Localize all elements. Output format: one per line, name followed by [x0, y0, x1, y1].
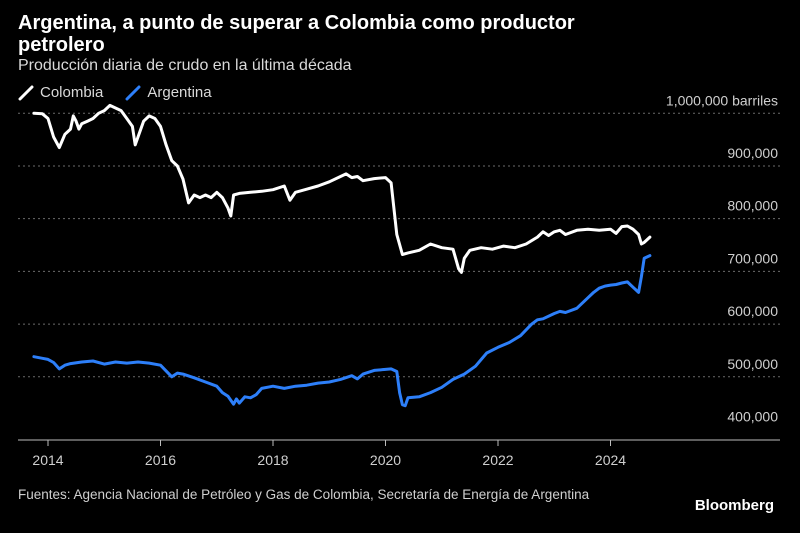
legend-item-argentina: Argentina: [125, 84, 212, 101]
y-tick-label-600000: 600,000: [727, 303, 778, 319]
source-note: Fuentes: Agencia Nacional de Petróleo y …: [18, 487, 590, 502]
legend-swatch-colombia: [18, 85, 34, 100]
chart-subtitle: Producción diaria de crudo en la última …: [18, 57, 352, 74]
chart-title: Argentina, a punto de superar a Colombia…: [18, 12, 575, 56]
y-tick-label-900000: 900,000: [727, 145, 778, 161]
x-tick-label-2016: 2016: [145, 452, 176, 468]
x-tick-label-2014: 2014: [32, 452, 63, 468]
y-tick-label-800000: 800,000: [727, 198, 778, 214]
y-tick-label-400000: 400,000: [727, 408, 778, 424]
bloomberg-logo: Bloomberg: [694, 497, 774, 514]
x-tick-label-2018: 2018: [257, 452, 288, 468]
x-tick-label-2020: 2020: [370, 452, 401, 468]
series-line-argentina: [32, 254, 652, 408]
legend-swatch-argentina: [125, 85, 141, 100]
x-tick-label-2022: 2022: [482, 452, 513, 468]
series-line-colombia: [32, 103, 652, 274]
y-tick-label-500000: 500,000: [727, 356, 778, 372]
x-tick-label-2024: 2024: [595, 452, 626, 468]
y-tick-label-1000000: 1,000,000 barriles: [666, 92, 778, 108]
legend-label-argentina: Argentina: [147, 84, 212, 101]
y-tick-label-700000: 700,000: [727, 250, 778, 266]
legend: Colombia Argentina: [18, 84, 234, 101]
legend-label-colombia: Colombia: [40, 84, 104, 101]
legend-item-colombia: Colombia: [18, 84, 103, 101]
